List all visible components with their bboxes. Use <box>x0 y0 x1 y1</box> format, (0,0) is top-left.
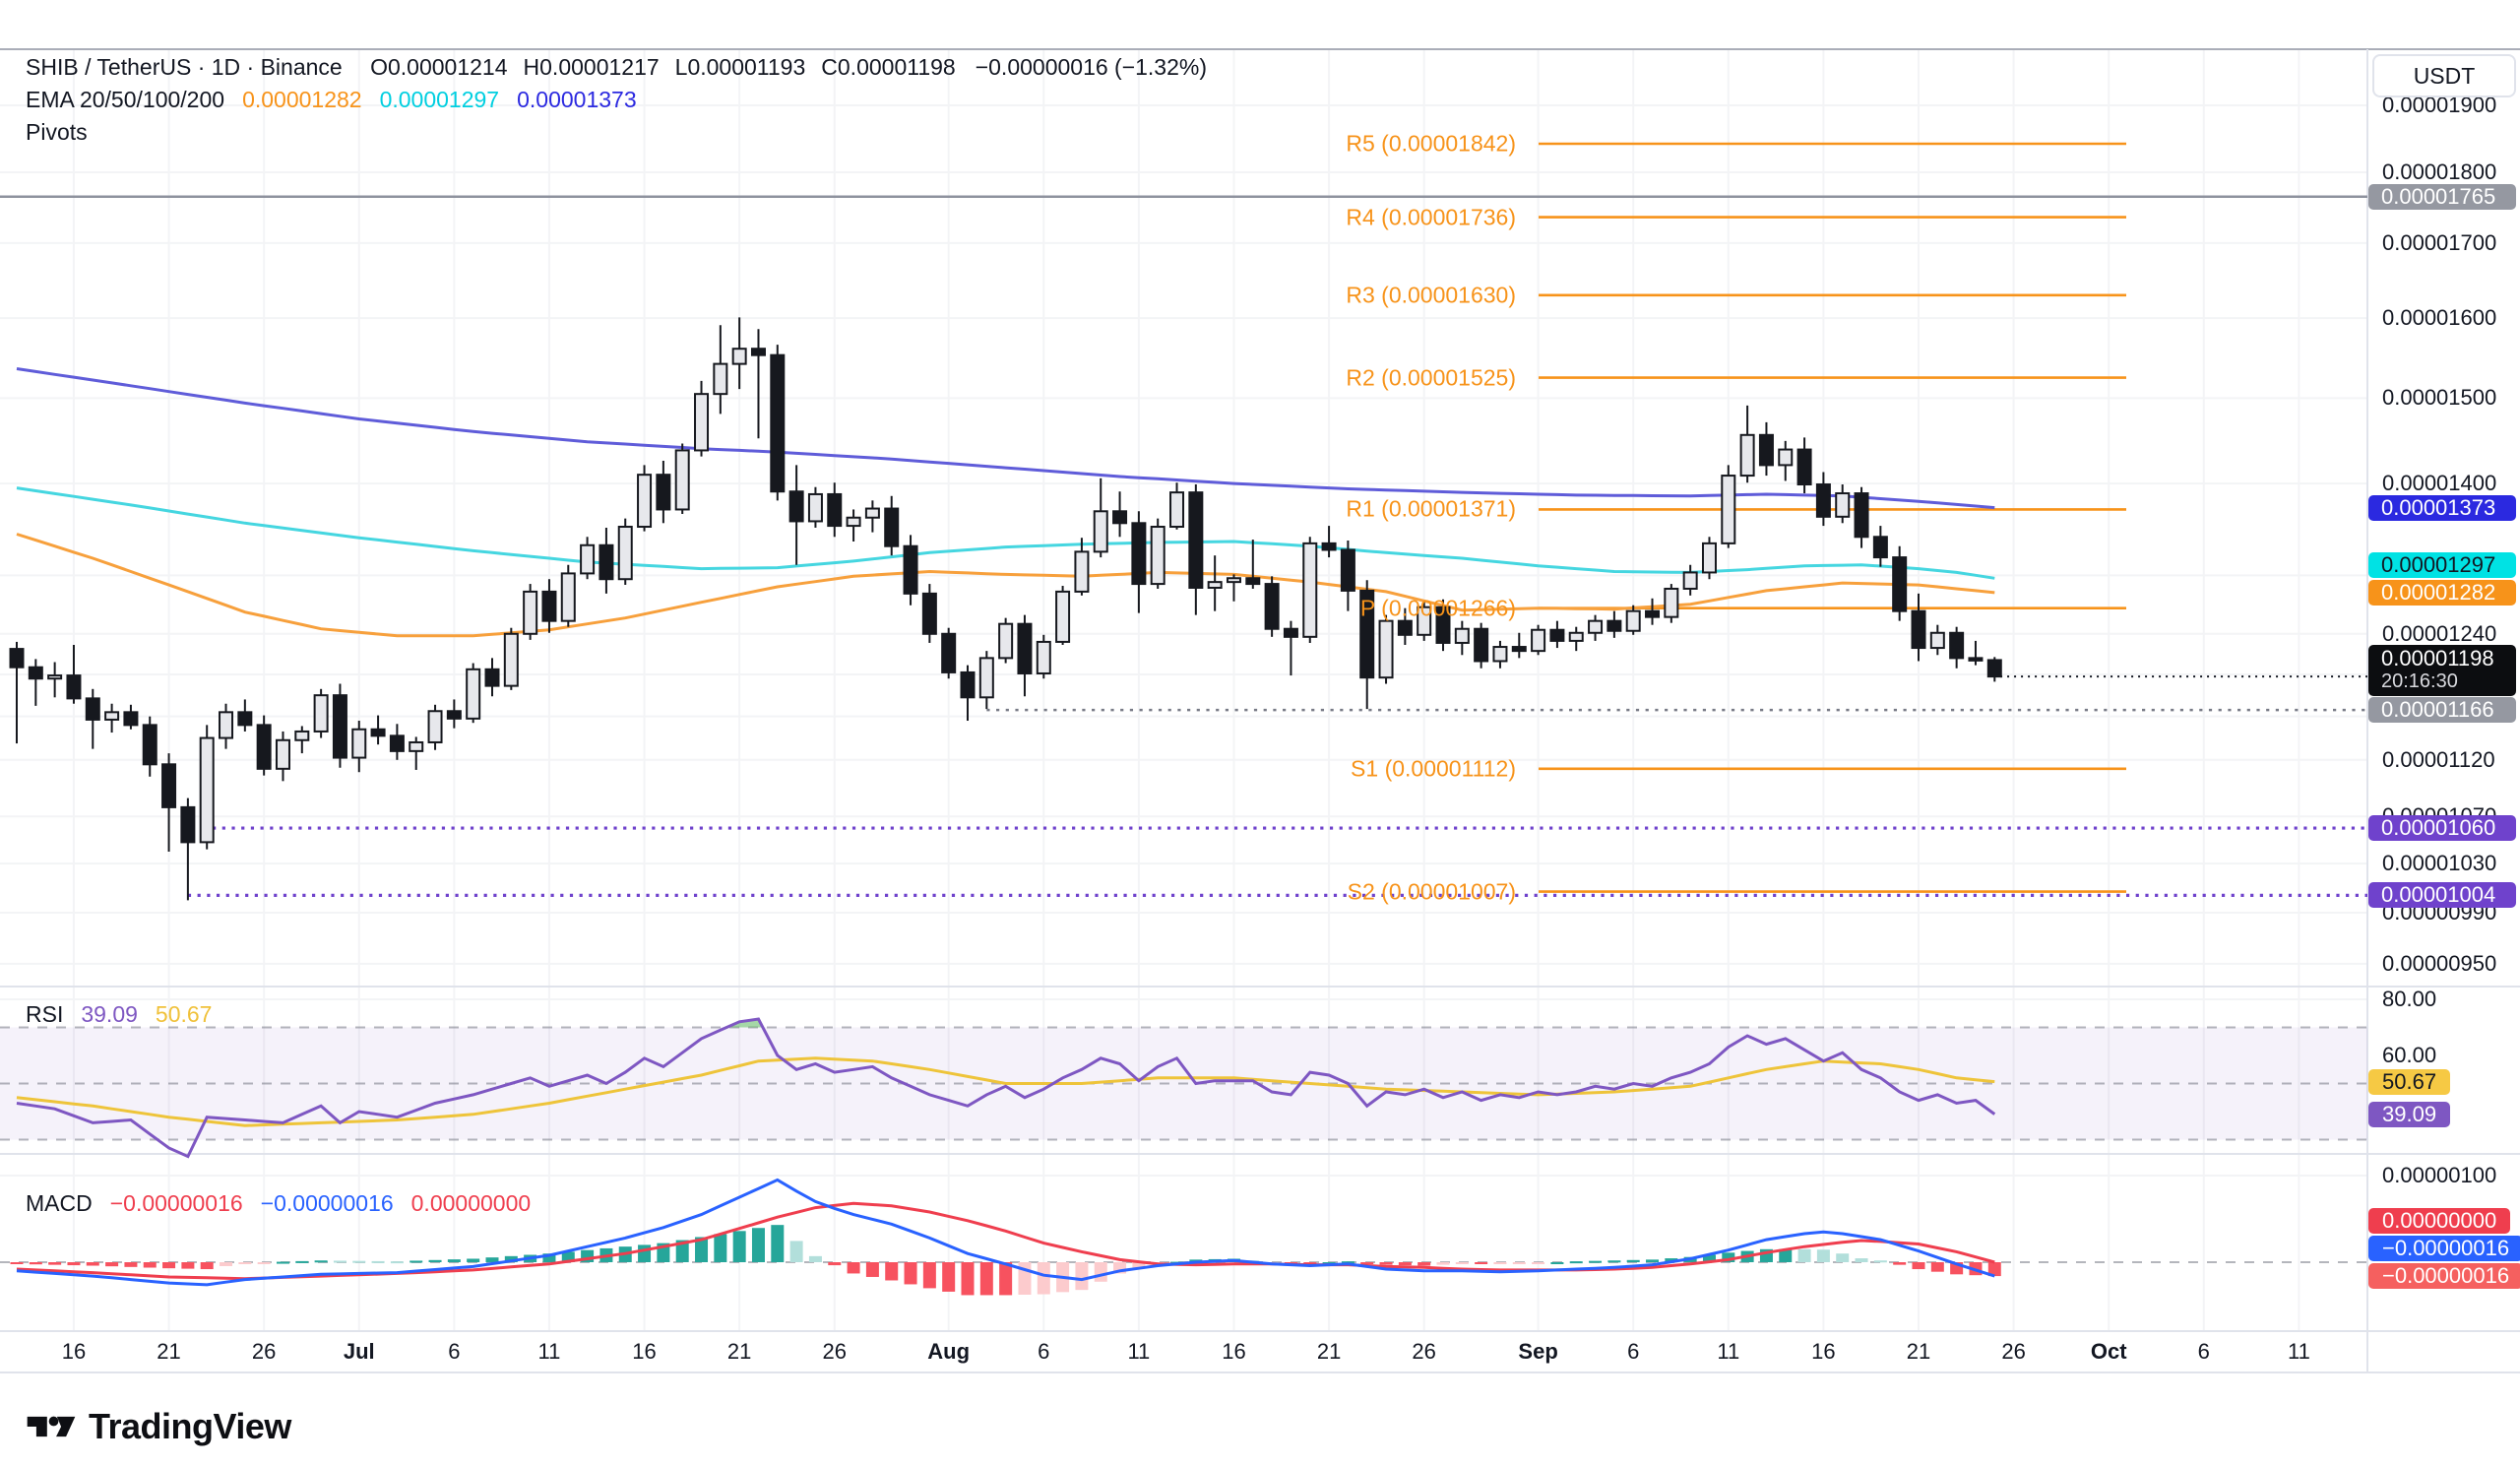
axis-price-badge: 0.00001060 <box>2368 815 2516 842</box>
time-axis-tick: 26 <box>251 1339 277 1364</box>
time-axis-tick: 16 <box>1811 1339 1836 1364</box>
symbol-title: SHIB / TetherUS · 1D · Binance <box>26 54 343 80</box>
ohlc-high: H0.00001217 <box>523 54 660 80</box>
time-axis-tick: Aug <box>927 1339 971 1364</box>
axis-price-badge: −0.00000016 <box>2368 1263 2520 1290</box>
price-axis-label: 0.00001240 <box>2382 620 2497 646</box>
time-axis[interactable] <box>0 1331 2520 1372</box>
axis-price-badge: 0.00001373 <box>2368 494 2516 521</box>
ohlc-low: L0.00001193 <box>674 54 806 80</box>
ema-legend-row[interactable]: EMA 20/50/100/200 0.00001282 0.00001297 0.0… <box>26 84 1207 116</box>
rsi-legend-value: 50.67 <box>155 1001 213 1027</box>
time-axis-tick: 6 <box>1627 1339 1640 1364</box>
time-axis-tick: 16 <box>632 1339 657 1364</box>
time-axis-tick: 21 <box>726 1339 752 1364</box>
axis-price-badge: 0.00001297 <box>2368 551 2516 578</box>
price-axis-label: 0.00001700 <box>2382 229 2497 255</box>
time-axis-tick: 21 <box>157 1339 181 1364</box>
time-axis-tick: 6 <box>2197 1339 2210 1364</box>
macd-axis-label: 0.00000100 <box>2382 1163 2497 1187</box>
rsi-legend-value: 39.09 <box>81 1001 138 1027</box>
pivot-level-label: R2 (0.00001525) <box>1346 364 1516 391</box>
pivot-level-label: P (0.00001266) <box>1359 595 1516 621</box>
axis-price-badge: 0.00001166 <box>2368 697 2516 724</box>
time-axis-tick: 11 <box>1717 1339 1740 1364</box>
price-axis-label: 0.00000950 <box>2382 950 2497 976</box>
countdown-timer: 20:16:30 <box>2381 670 2458 692</box>
ema-indicator-title: EMA 20/50/100/200 <box>26 87 225 112</box>
macd-legend-value: −0.00000016 <box>260 1190 394 1216</box>
axis-price-badge: 39.09 <box>2368 1101 2451 1127</box>
rsi-indicator-title: RSI <box>26 1001 64 1027</box>
pivot-level-label: S1 (0.00001112) <box>1351 755 1516 782</box>
macd-indicator-title: MACD <box>26 1190 93 1216</box>
axis-price-badge: 0.00001198 20:16:30 <box>2368 644 2516 696</box>
price-change: −0.00000016 (−1.32%) <box>975 54 1208 80</box>
time-axis-tick: 6 <box>1038 1339 1050 1364</box>
ohlc-close: C0.00001198 <box>821 54 956 80</box>
axis-price-badge: 50.67 <box>2368 1068 2451 1095</box>
axis-price-badge: 0.00001004 <box>2368 882 2516 909</box>
time-axis-tick: 26 <box>1412 1339 1436 1364</box>
ema-legend-value: 0.00001373 <box>517 87 637 112</box>
pivot-level-label: S2 (0.00001007) <box>1347 878 1516 905</box>
tradingview-logo-icon <box>27 1416 76 1437</box>
time-axis-tick: 16 <box>61 1339 87 1364</box>
pivots-indicator-title: Pivots <box>26 119 88 145</box>
pivot-level-label: R3 (0.00001630) <box>1346 282 1516 308</box>
currency-toggle-button[interactable]: USDT <box>2372 54 2516 97</box>
time-axis-tick: 26 <box>822 1339 847 1364</box>
axis-price-badge: −0.00000016 <box>2368 1236 2520 1262</box>
macd-legend-value: −0.00000016 <box>109 1190 243 1216</box>
price-axis-label: 0.00001600 <box>2382 305 2497 331</box>
pivot-level-label: R5 (0.00001842) <box>1346 130 1516 157</box>
pivots-legend-row[interactable]: Pivots <box>26 116 1207 149</box>
ohlc-open: O0.00001214 <box>370 54 508 80</box>
price-axis-label: 0.00001120 <box>2382 746 2495 772</box>
time-axis-tick: 11 <box>537 1339 561 1364</box>
time-axis-tick: Jul <box>343 1339 375 1364</box>
time-axis-tick: 6 <box>448 1339 461 1364</box>
rsi-legend-row[interactable]: RSI 39.09 50.67 <box>26 998 212 1031</box>
time-axis-tick: 11 <box>2287 1339 2310 1364</box>
time-axis-tick: Oct <box>2090 1339 2127 1364</box>
rsi-axis-label: 80.00 <box>2382 987 2437 1011</box>
ema-legend-value: 0.00001297 <box>379 87 500 112</box>
time-axis-tick: 21 <box>1316 1339 1342 1364</box>
macd-legend-value: 0.00000000 <box>410 1190 532 1216</box>
rsi-axis-label: 60.00 <box>2382 1043 2437 1067</box>
price-axis-label: 0.00001500 <box>2382 385 2497 411</box>
time-axis-tick: 11 <box>1127 1339 1151 1364</box>
axis-price-badge: 0.00000000 <box>2368 1208 2511 1235</box>
time-axis-tick: 21 <box>1906 1339 1931 1364</box>
time-axis-tick: Sep <box>1518 1339 1558 1364</box>
price-axis-label: 0.00001030 <box>2382 851 2497 876</box>
tradingview-attribution[interactable]: TradingView <box>26 1406 291 1447</box>
pivot-level-label: R1 (0.00001371) <box>1346 495 1516 522</box>
ema-legend-value: 0.00001282 <box>242 87 362 112</box>
time-axis-tick: 16 <box>1222 1339 1246 1364</box>
brand-name: TradingView <box>89 1406 291 1446</box>
symbol-legend-row[interactable]: SHIB / TetherUS · 1D · Binance O0.000012… <box>26 51 1207 84</box>
axis-price-badge: 0.00001282 <box>2368 579 2516 606</box>
axis-price-badge: 0.00001765 <box>2368 183 2516 210</box>
price-axis-label: 0.00001800 <box>2382 159 2497 184</box>
time-axis-tick: 26 <box>2001 1339 2026 1364</box>
pivot-level-label: R4 (0.00001736) <box>1346 204 1516 230</box>
macd-legend-row[interactable]: MACD −0.00000016 −0.00000016 0.00000000 <box>26 1187 531 1220</box>
price-axis-label: 0.00001400 <box>2382 471 2497 496</box>
